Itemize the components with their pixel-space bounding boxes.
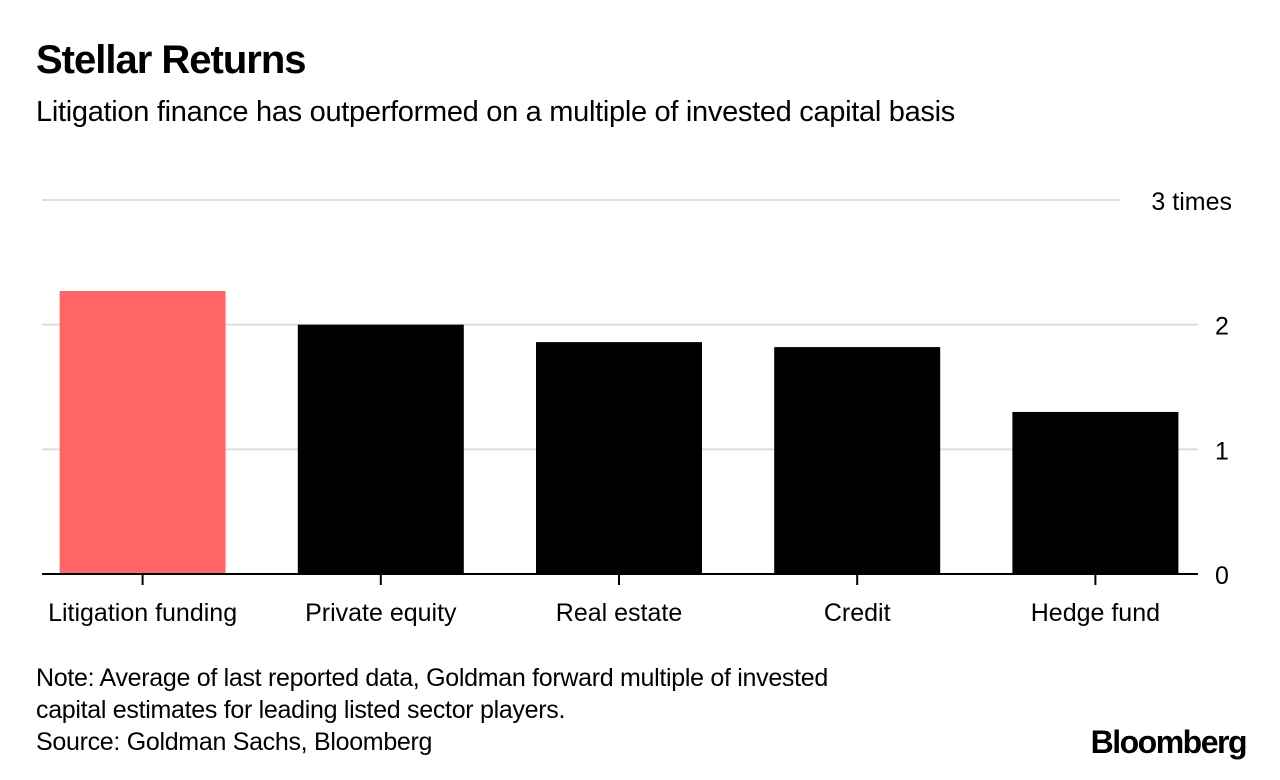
note-line-2: capital estimates for leading listed sec… <box>36 696 566 724</box>
x-tick-label: Real estate <box>556 599 682 627</box>
chart-title: Stellar Returns <box>36 38 307 82</box>
bar-credit <box>774 347 941 574</box>
source-line: Source: Goldman Sachs, Bloomberg <box>36 728 433 756</box>
x-axis <box>42 573 1198 585</box>
x-tick-label: Hedge fund <box>1031 599 1160 627</box>
bloomberg-logo: Bloomberg <box>1090 724 1248 760</box>
y-tick-label: 2 <box>1215 313 1229 341</box>
chart-subtitle: Litigation finance has outperformed on a… <box>36 96 955 128</box>
y-tick-label: 3 times <box>1151 188 1232 216</box>
y-tick-label: 0 <box>1215 562 1229 590</box>
x-tick-label: Credit <box>824 599 891 627</box>
y-tick-labels: 0 1 2 3 times <box>1151 188 1232 590</box>
x-tick-label: Litigation funding <box>48 599 237 627</box>
note-line-1: Note: Average of last reported data, Gol… <box>36 664 828 692</box>
bar-private-equity <box>297 324 464 574</box>
bar-hedge-fund <box>1012 411 1179 574</box>
bars <box>59 291 1179 574</box>
x-tick-labels: Litigation funding Private equity Real est… <box>48 599 1160 627</box>
bar-litigation-funding <box>59 291 226 574</box>
bar-real-estate <box>536 342 702 574</box>
chart-note: Note: Average of last reported data, Gol… <box>36 662 828 758</box>
y-tick-label: 1 <box>1215 437 1229 465</box>
x-tick-label: Private equity <box>305 599 457 627</box>
